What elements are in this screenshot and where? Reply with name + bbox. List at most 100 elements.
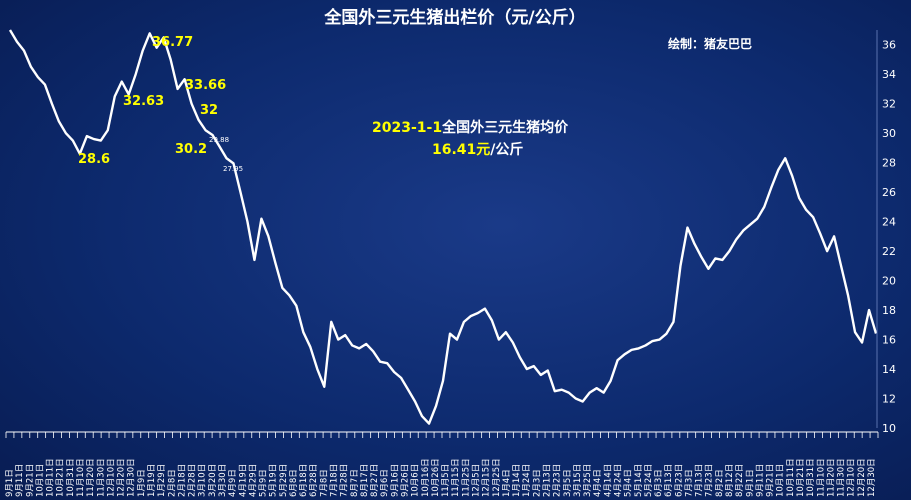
x-tick-label: 9月11日 <box>15 464 25 497</box>
x-tick-label: 8月27日 <box>370 464 380 497</box>
x-tick-label: 8月7日 <box>350 469 360 497</box>
x-tick-label: 2月23日 <box>553 464 563 497</box>
x-tick-label: 5月19日 <box>269 464 279 497</box>
value-annotation: 36.77 <box>152 35 193 50</box>
x-tick-label: 1月14日 <box>512 464 522 497</box>
note-text: 全国外三元生猪均价 <box>441 119 569 136</box>
x-tick-label: 10月31日 <box>806 458 816 497</box>
x-tick-label: 3月20日 <box>208 464 218 497</box>
x-tick-label: 7月18日 <box>330 464 340 497</box>
note-line-1: 2023-1-1全国外三元生猪均价 <box>372 119 569 136</box>
x-tick-label: 12月30日 <box>867 458 877 497</box>
x-tick-label: 3月25日 <box>583 464 593 497</box>
y-tick-label: 26 <box>882 186 896 199</box>
x-tick-label: 9月26日 <box>401 464 411 497</box>
x-tick-label: 5月14日 <box>634 464 644 497</box>
x-tick-label: 12月20日 <box>857 458 867 497</box>
value-annotation: 29.88 <box>209 136 229 144</box>
x-tick-label: 3月30日 <box>218 464 228 497</box>
x-tick-label: 1月9日 <box>137 469 147 497</box>
value-annotation: 28.6 <box>78 152 110 167</box>
x-tick-label: 1月19日 <box>147 464 157 497</box>
chart-credit: 绘制：猪友巴巴 <box>668 36 752 51</box>
x-tick-label: 5月9日 <box>259 469 269 497</box>
y-tick-label: 30 <box>882 127 896 140</box>
x-tick-label: 5月29日 <box>279 464 289 497</box>
x-tick-label: 7月23日 <box>705 464 715 497</box>
x-tick-label: 12月10日 <box>106 458 116 497</box>
y-tick-label: 34 <box>882 68 896 81</box>
x-tick-label: 10月26日 <box>431 458 441 497</box>
x-tick-label: 10月11日 <box>46 458 56 497</box>
x-tick-label: 7月8日 <box>319 469 329 497</box>
x-tick-label: 1月4日 <box>502 469 512 497</box>
x-tick-label: 11月10日 <box>76 458 86 497</box>
y-tick-label: 24 <box>882 216 896 229</box>
note-line-2: 16.41元/公斤 <box>432 141 523 158</box>
y-tick-label: 12 <box>882 393 896 406</box>
x-tick-label: 2月28日 <box>188 464 198 497</box>
x-tick-label: 9月11日 <box>755 464 765 497</box>
y-axis: 10 12 14 16 18 20 22 24 26 28 30 32 34 36 <box>876 30 896 435</box>
y-tick-label: 10 <box>882 422 896 435</box>
value-annotation: 30.2 <box>175 142 207 157</box>
x-tick-label: 1月29日 <box>157 464 167 497</box>
x-tick-label: 4月19日 <box>238 464 248 497</box>
y-tick-label: 18 <box>882 304 896 317</box>
x-tick-label: 6月28日 <box>309 464 319 497</box>
value-annotation: 32.63 <box>123 94 164 109</box>
x-tick-label: 12月20日 <box>117 458 127 497</box>
y-tick-label: 32 <box>882 98 896 111</box>
x-tick-label: 4月24日 <box>613 464 623 497</box>
value-annotation: 32 <box>200 103 218 118</box>
x-tick-label: 9月16日 <box>390 464 400 497</box>
x-tick-label: 10月1日 <box>776 464 786 497</box>
x-tick-label: 8月2日 <box>715 469 725 497</box>
chart-title: 全国外三元生猪出栏价（元/公斤） <box>323 7 585 28</box>
area-stripes <box>9 30 877 428</box>
x-tick-label: 11月20日 <box>826 458 836 497</box>
value-annotation: 33.66 <box>185 78 226 93</box>
x-axis: 9月1日 9月11日 9月21日 10月1日 10月11日 10月21日 10月31日 11月… <box>5 431 879 497</box>
note-date: 2023-1-1 <box>372 120 442 136</box>
x-tick-label: 2月13日 <box>542 464 552 497</box>
x-tick-label: 12月30日 <box>127 458 137 497</box>
note-unit-suffix: /公斤 <box>490 141 523 158</box>
y-tick-label: 16 <box>882 334 896 347</box>
y-tick-label: 14 <box>882 363 896 376</box>
x-tick-label: 4月9日 <box>228 469 238 497</box>
x-tick-label: 12月5日 <box>471 464 481 497</box>
x-tick-label: 12月10日 <box>847 458 857 497</box>
x-tick-label: 11月30日 <box>96 458 106 497</box>
x-tick-label: 3月15日 <box>573 464 583 497</box>
x-tick-label: 2月8日 <box>167 469 177 497</box>
y-tick-label: 28 <box>882 157 896 170</box>
x-tick-label: 7月13日 <box>695 464 705 497</box>
x-tick-label: 3月5日 <box>563 469 573 497</box>
x-tick-label: 11月10日 <box>816 458 826 497</box>
x-tick-label: 8月22日 <box>735 464 745 497</box>
y-tick-label: 36 <box>882 39 896 52</box>
x-tick-label: 9月21日 <box>766 464 776 497</box>
x-tick-label: 12月15日 <box>482 458 492 497</box>
x-tick-label: 9月21日 <box>25 464 35 497</box>
x-tick-label: 11月30日 <box>837 458 847 497</box>
x-tick-label: 5月24日 <box>644 464 654 497</box>
x-tick-label: 10月16日 <box>421 458 431 497</box>
x-tick-label: 6月23日 <box>674 464 684 497</box>
x-tick-label: 3月10日 <box>198 464 208 497</box>
x-tick-label: 10月6日 <box>411 464 421 497</box>
x-tick-label: 6月13日 <box>664 464 674 497</box>
x-tick-label: 6月18日 <box>299 464 309 497</box>
x-tick-label: 4月4日 <box>593 469 603 497</box>
x-tick-label: 9月1日 <box>745 469 755 497</box>
x-tick-label: 5月4日 <box>624 469 634 497</box>
x-tick-label: 6月8日 <box>289 469 299 497</box>
x-tick-label: 10月11日 <box>786 458 796 497</box>
x-tick-label: 7月3日 <box>684 469 694 497</box>
x-tick-label: 4月14日 <box>603 464 613 497</box>
x-tick-label: 4月29日 <box>248 464 258 497</box>
x-tick-label: 2月18日 <box>177 464 187 497</box>
